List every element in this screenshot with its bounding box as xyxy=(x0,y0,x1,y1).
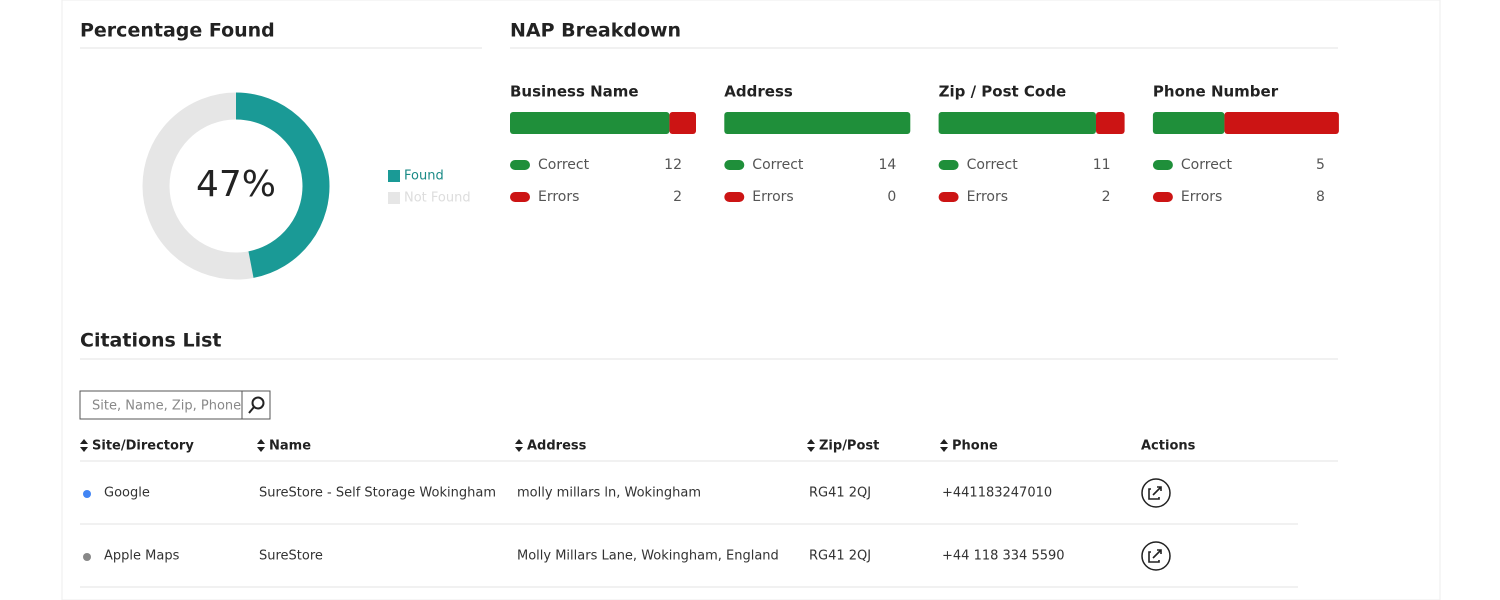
count-label: Errors xyxy=(1181,189,1222,205)
column-header[interactable]: Phone xyxy=(952,439,998,454)
column-header[interactable]: Address xyxy=(527,439,587,454)
legend-dot xyxy=(724,160,745,170)
search-placeholder: Site, Name, Zip, Phone xyxy=(92,399,241,414)
count-value: 12 xyxy=(664,157,682,173)
bar-errors xyxy=(1224,112,1339,134)
count-label: Errors xyxy=(538,189,579,205)
search-icon xyxy=(251,396,265,410)
count-value: 5 xyxy=(1316,157,1325,173)
bar-correct xyxy=(1152,112,1225,134)
cell-address: molly millars ln, Wokingham xyxy=(517,486,701,501)
count-value: 0 xyxy=(887,189,896,205)
nap-label: Phone Number xyxy=(1153,83,1279,101)
bar-correct xyxy=(938,112,1096,134)
search-button[interactable] xyxy=(241,390,271,420)
site-icon xyxy=(83,490,91,498)
column-header[interactable]: Zip/Post xyxy=(819,439,879,454)
legend-dot xyxy=(724,192,745,202)
sort-icon[interactable] xyxy=(807,439,815,452)
legend-dot xyxy=(510,192,530,202)
count-value: 14 xyxy=(878,157,896,173)
legend-dot xyxy=(1152,160,1173,170)
bar-correct xyxy=(510,112,670,134)
legend-label: Found xyxy=(404,169,444,184)
legend-dot xyxy=(1152,192,1173,202)
section-title: Citations List xyxy=(80,330,221,352)
count-value: 11 xyxy=(1093,157,1111,173)
legend-dot xyxy=(938,192,959,202)
count-label: Correct xyxy=(752,157,804,173)
sort-icon[interactable] xyxy=(257,439,265,452)
sort-icon[interactable] xyxy=(940,439,948,452)
cell-site[interactable]: Apple Maps xyxy=(104,549,180,564)
nap-label: Business Name xyxy=(510,83,639,101)
count-label: Correct xyxy=(1181,157,1233,173)
cell-zip: RG41 2QJ xyxy=(809,549,871,564)
column-header: Actions xyxy=(1141,439,1196,454)
sort-icon[interactable] xyxy=(515,439,523,452)
legend-dot xyxy=(510,160,530,170)
panel xyxy=(61,0,1441,600)
edit-icon xyxy=(1148,486,1162,500)
cell-phone: +44 118 334 5590 xyxy=(942,549,1065,564)
bar-correct xyxy=(724,112,911,134)
nap-label: Address xyxy=(724,83,793,101)
count-label: Errors xyxy=(967,189,1008,205)
column-header[interactable]: Name xyxy=(269,439,311,454)
donut-found xyxy=(235,92,330,278)
nap-label: Zip / Post Code xyxy=(939,83,1067,101)
count-value: 2 xyxy=(1102,189,1111,205)
cell-zip: RG41 2QJ xyxy=(809,486,871,501)
count-value: 2 xyxy=(673,189,682,205)
section-title: Percentage Found xyxy=(80,20,275,42)
cell-name[interactable]: SureStore - Self Storage Wokingham xyxy=(259,486,496,501)
search-icon xyxy=(248,406,255,414)
section-title: NAP Breakdown xyxy=(510,20,681,42)
cell-site[interactable]: Google xyxy=(104,486,150,501)
cell-address: Molly Millars Lane, Wokingham, England xyxy=(517,549,779,564)
legend-label: Not Found xyxy=(404,191,471,206)
count-value: 8 xyxy=(1316,189,1325,205)
donut-label: 47% xyxy=(196,164,276,205)
legend-swatch xyxy=(388,192,400,204)
cell-phone: +441183247010 xyxy=(942,486,1052,501)
bar-errors xyxy=(1095,112,1125,134)
count-label: Errors xyxy=(752,189,793,205)
column-header[interactable]: Site/Directory xyxy=(92,439,194,454)
site-icon xyxy=(83,553,91,561)
legend-dot xyxy=(938,160,959,170)
sort-icon[interactable] xyxy=(80,439,88,452)
legend-swatch xyxy=(388,170,400,182)
cell-name[interactable]: SureStore xyxy=(259,549,323,564)
bar-errors xyxy=(669,112,696,134)
edit-icon xyxy=(1148,549,1162,563)
count-label: Correct xyxy=(967,157,1019,173)
count-label: Correct xyxy=(538,157,590,173)
